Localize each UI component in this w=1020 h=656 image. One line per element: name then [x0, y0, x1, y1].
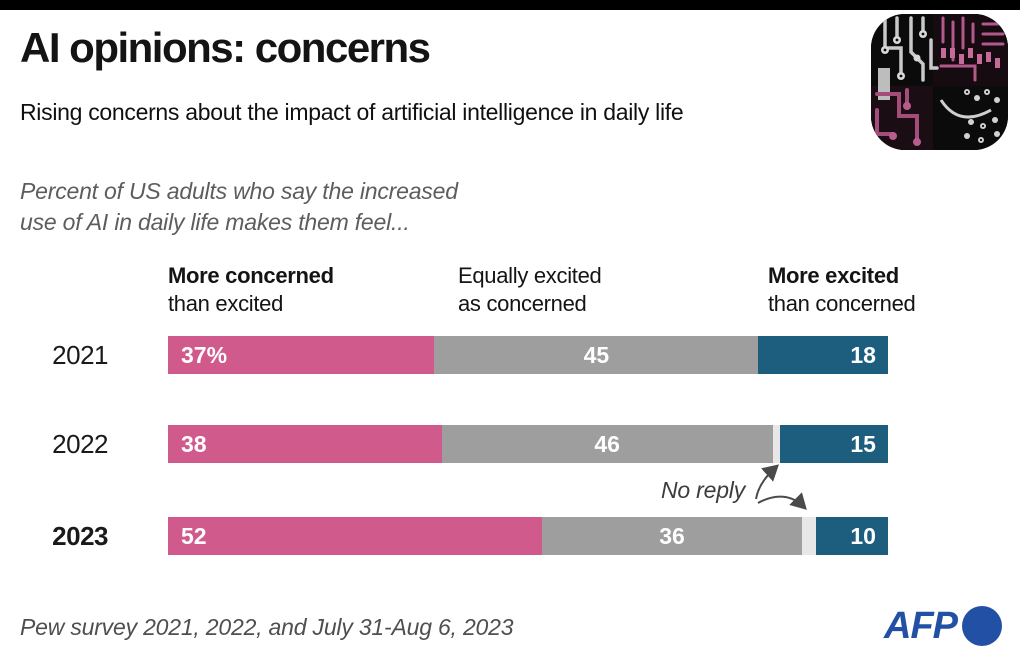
circuit-board-image: [871, 14, 1008, 150]
year-label-2023: 2023: [52, 520, 108, 551]
bar-value-label: 18: [850, 341, 876, 368]
bar-value-label: 37%: [181, 341, 228, 368]
bar-segment-2022-no-reply: [772, 425, 780, 463]
bar-track-2021: 37% 45 18: [168, 336, 888, 374]
note-line-1: Percent of US adults who say the increas…: [20, 178, 458, 204]
chart-row-2021: 2021 37% 45 18: [20, 336, 888, 374]
bar-value-label: 38: [181, 430, 207, 457]
legend-more-concerned: More concerned than excited: [168, 262, 334, 318]
year-label-2021: 2021: [52, 339, 108, 370]
chart-description-note: Percent of US adults who say the increas…: [20, 176, 458, 238]
bar-segment-2023-equally-excited-as-concerned: 36: [542, 517, 802, 555]
bar-value-label: 45: [583, 341, 610, 368]
bar-segment-2023-more-excited-than-concerned: 10: [815, 517, 888, 555]
source-credit: Pew survey 2021, 2022, and July 31-Aug 6…: [20, 614, 514, 640]
page-title: AI opinions: concerns: [20, 24, 431, 71]
circuit-board-graphic: [871, 14, 1008, 150]
bar-value-label: 52: [181, 522, 207, 549]
page-subtitle: Rising concerns about the impact of arti…: [20, 99, 684, 125]
bar-segment-2022-more-excited-than-concerned: 15: [779, 425, 888, 463]
afp-logo-circle-icon: [962, 606, 1002, 646]
legend-equally-excited-line2: as concerned: [458, 291, 587, 316]
bar-value-label: 10: [850, 522, 876, 549]
bar-segment-2023-more-concerned-than-excited: 52: [168, 517, 543, 555]
bar-track-2022: 38 46 15: [168, 425, 888, 463]
afp-logo: AFP: [884, 604, 1002, 648]
chart-row-2022: 2022 38 46 15: [20, 425, 888, 463]
afp-logo-text: AFP: [884, 604, 958, 647]
legend-more-excited-line2: than concerned: [768, 291, 916, 316]
no-reply-arrows: [755, 464, 807, 510]
bar-segment-2023-no-reply: [801, 517, 816, 555]
legend-more-excited-line1: More excited: [768, 263, 899, 288]
bar-segment-2021-more-concerned-than-excited: 37%: [168, 336, 435, 374]
note-line-2: use of AI in daily life makes them feel.…: [20, 209, 410, 235]
legend-equally-excited: Equally excited as concerned: [458, 262, 602, 318]
top-accent-bar: [0, 0, 1020, 10]
bar-segment-2022-more-concerned-than-excited: 38: [168, 425, 442, 463]
no-reply-annotation: No reply: [660, 477, 745, 503]
bar-segment-2021-equally-excited-as-concerned: 45: [434, 336, 759, 374]
legend-more-concerned-line2: than excited: [168, 291, 284, 316]
bar-track-2023: 52 36 10: [168, 517, 888, 555]
bar-value-label: 36: [659, 522, 685, 549]
legend-more-excited: More excited than concerned: [768, 262, 916, 318]
legend-equally-excited-line1: Equally excited: [458, 263, 602, 288]
chart-row-2023: 2023 52 36 10: [20, 517, 888, 555]
bar-value-label: 15: [850, 430, 876, 457]
bar-value-label: 46: [594, 430, 620, 457]
year-label-2022: 2022: [52, 428, 108, 459]
legend-more-concerned-line1: More concerned: [168, 263, 334, 288]
bar-segment-2021-more-excited-than-concerned: 18: [758, 336, 888, 374]
bar-segment-2022-equally-excited-as-concerned: 46: [441, 425, 773, 463]
